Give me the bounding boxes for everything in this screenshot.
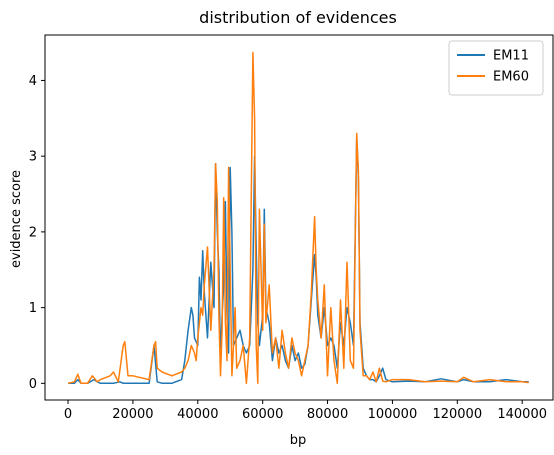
x-tick-label: 80000 bbox=[307, 407, 348, 422]
x-tick-label: 60000 bbox=[242, 407, 283, 422]
y-axis: 0 1 2 3 4 bbox=[29, 74, 45, 392]
y-tick-label: 4 bbox=[29, 74, 37, 89]
x-axis-label: bp bbox=[290, 433, 307, 448]
legend: EM11 EM60 bbox=[448, 40, 544, 96]
x-tick-label: 20000 bbox=[112, 407, 153, 422]
y-tick-label: 0 bbox=[29, 377, 37, 392]
y-tick-label: 3 bbox=[29, 150, 37, 165]
series-line-em11 bbox=[68, 136, 529, 385]
legend-label-em11: EM11 bbox=[493, 49, 529, 64]
x-tick-label: 0 bbox=[64, 407, 72, 422]
y-axis-label: evidence score bbox=[9, 170, 24, 268]
x-tick-label: 140000 bbox=[497, 407, 547, 422]
x-axis: 0 20000 40000 60000 80000 100000 120000 140000 bbox=[64, 400, 547, 422]
y-tick-label: 2 bbox=[29, 225, 37, 240]
y-tick-label: 1 bbox=[29, 301, 37, 316]
series-line-em60 bbox=[67, 51, 529, 385]
x-tick-label: 100000 bbox=[368, 407, 418, 422]
legend-label-em60: EM60 bbox=[493, 70, 529, 85]
plot-frame bbox=[44, 34, 554, 401]
x-tick-label: 40000 bbox=[177, 407, 218, 422]
plot-series bbox=[67, 51, 529, 385]
chart-title: distribution of evidences bbox=[199, 8, 397, 27]
x-tick-label: 120000 bbox=[432, 407, 482, 422]
